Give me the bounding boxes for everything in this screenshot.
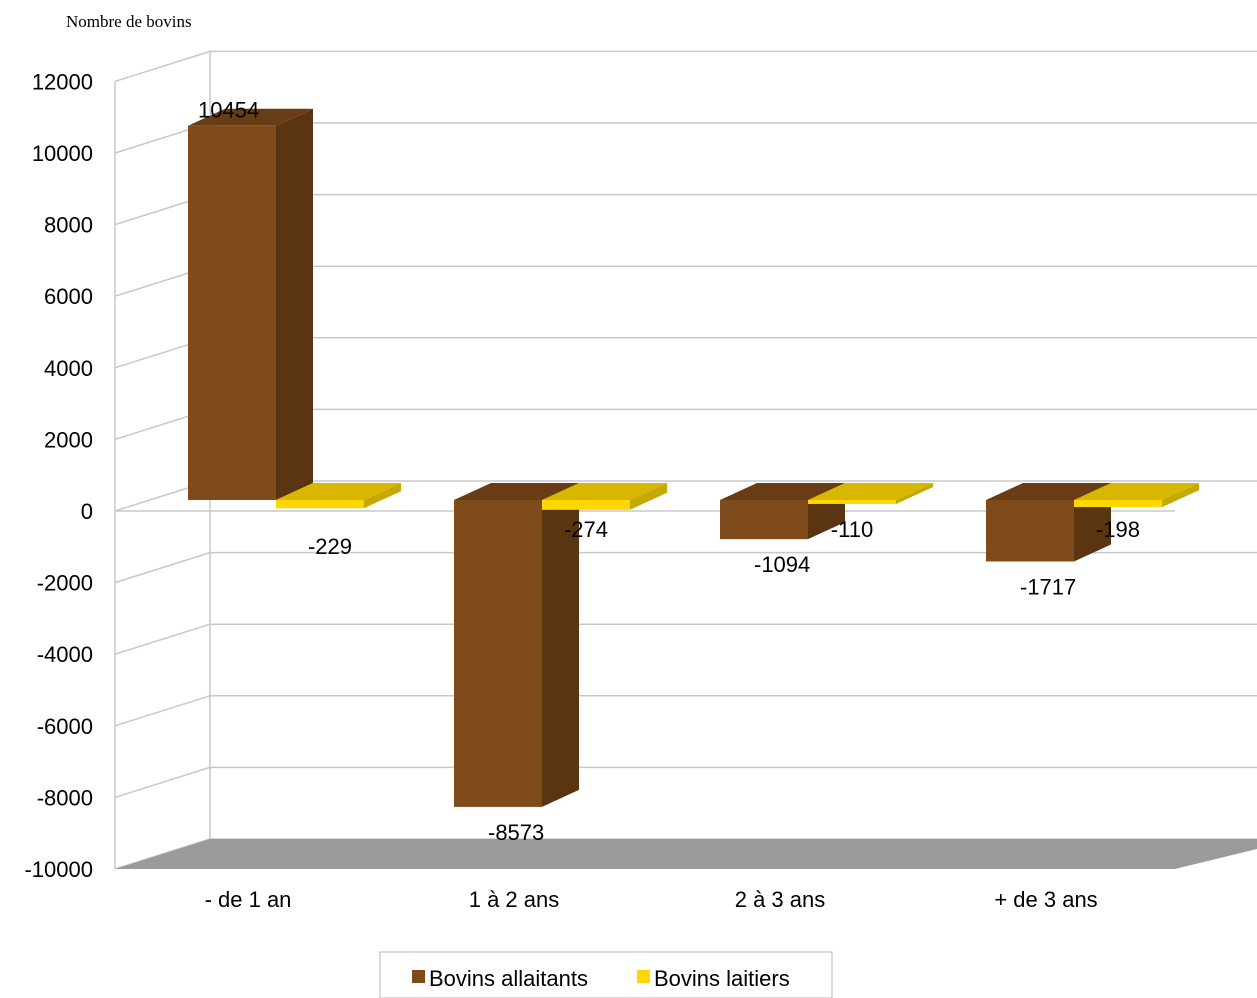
- legend-box: [379, 951, 833, 998]
- legend-swatch: [412, 970, 425, 983]
- bar-top: [1074, 483, 1199, 500]
- bar-top: [808, 483, 933, 500]
- bar-top: [188, 108, 313, 126]
- gridline-diagonal: [114, 695, 211, 727]
- gridline-diagonal: [114, 551, 211, 584]
- data-label: -1717: [1020, 574, 1076, 599]
- bar-top: [986, 483, 1111, 500]
- y-axis: 12000 10000 8000 6000 4000 2000 0 -2000 -4000 -60…: [24, 69, 116, 882]
- y-tick-label: 10000: [32, 141, 93, 166]
- y-tick-label: -10000: [24, 857, 93, 882]
- gridline-diagonal: [114, 766, 211, 799]
- bar: [188, 125, 276, 501]
- y-tick-label: 6000: [44, 284, 93, 309]
- bar-side: [630, 483, 667, 510]
- data-label: -8573: [488, 820, 544, 845]
- bar-side: [1162, 483, 1199, 508]
- y-tick-label: -6000: [37, 714, 93, 739]
- data-label: -1094: [754, 552, 810, 577]
- data-label: -274: [564, 517, 608, 542]
- y-tick-label: 12000: [32, 69, 93, 94]
- y-tick-label: 2000: [44, 427, 93, 452]
- legend-label: Bovins laitiers: [654, 966, 790, 991]
- bar: [720, 500, 808, 540]
- x-tick-label: 1 à 2 ans: [469, 887, 560, 912]
- bar: [454, 500, 542, 807]
- y-axis-title: Nombre de bovins: [66, 12, 192, 31]
- y-tick-label: 8000: [44, 213, 93, 238]
- data-label: -110: [831, 517, 873, 542]
- x-tick-label: + de 3 ans: [994, 887, 1097, 912]
- bar-side: [276, 108, 313, 501]
- data-label: 10454: [198, 98, 259, 123]
- y-tick-label: -4000: [37, 642, 93, 667]
- x-tick-label: - de 1 an: [205, 887, 292, 912]
- bar: [542, 500, 630, 510]
- data-label: -198: [1096, 517, 1140, 542]
- bar-side: [542, 483, 579, 807]
- bar: [276, 500, 364, 509]
- bar-top: [276, 483, 401, 500]
- legend-swatch: [637, 970, 650, 983]
- bar: [986, 500, 1074, 562]
- bar-top: [542, 483, 667, 500]
- bar-side: [896, 483, 933, 504]
- bar-top: [454, 483, 579, 500]
- x-tick-label: 2 à 3 ans: [735, 887, 826, 912]
- chart-floor: [115, 839, 1257, 869]
- data-label: -229: [308, 534, 352, 559]
- bar-side: [364, 483, 401, 509]
- floor-plane: [115, 839, 1257, 869]
- gridline-diagonal: [114, 623, 211, 655]
- y-tick-label: -2000: [37, 571, 93, 596]
- y-tick-label: -8000: [37, 785, 93, 810]
- data-labels: - de 1 an 1 à 2 ans 2 à 3 ans + de 3 ans 104…: [198, 98, 1140, 912]
- legend-label: Bovins allaitants: [429, 966, 588, 991]
- bar: [808, 500, 896, 504]
- y-tick-label: 0: [81, 499, 93, 524]
- gridline-diagonal: [114, 50, 211, 83]
- legend: Bovins allaitants Bovins laitiers: [379, 951, 833, 998]
- bars: [188, 108, 1199, 807]
- bar: [1074, 500, 1162, 508]
- bar-top: [720, 483, 845, 500]
- y-tick-label: 4000: [44, 356, 93, 381]
